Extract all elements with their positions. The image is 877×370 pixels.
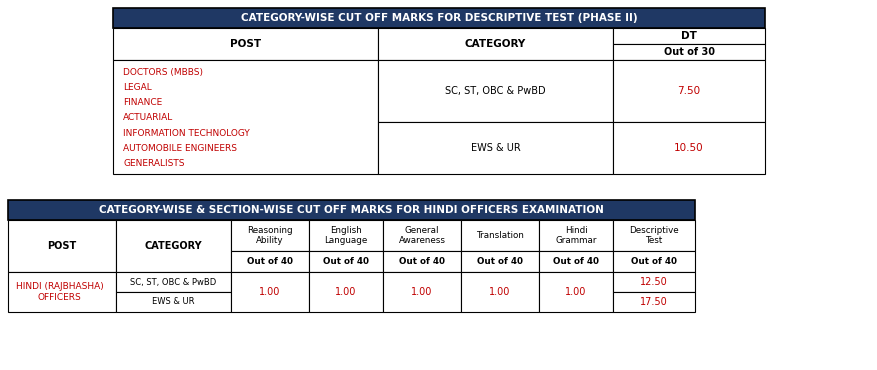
Text: 1.00: 1.00 bbox=[411, 287, 432, 297]
Text: Descriptive
Test: Descriptive Test bbox=[629, 226, 679, 245]
Bar bbox=[378, 28, 613, 60]
Text: CATEGORY-WISE & SECTION-WISE CUT OFF MARKS FOR HINDI OFFICERS EXAMINATION: CATEGORY-WISE & SECTION-WISE CUT OFF MAR… bbox=[99, 205, 604, 215]
Text: 10.50: 10.50 bbox=[674, 143, 704, 153]
Text: General
Awareness: General Awareness bbox=[398, 226, 446, 245]
Text: LEGAL: LEGAL bbox=[123, 83, 152, 92]
Text: GENERALISTS: GENERALISTS bbox=[123, 159, 184, 168]
Bar bbox=[613, 292, 695, 312]
Text: Out of 40: Out of 40 bbox=[323, 257, 369, 266]
Bar bbox=[113, 28, 378, 60]
Bar bbox=[113, 60, 378, 174]
Bar bbox=[378, 60, 613, 122]
Bar bbox=[383, 220, 461, 251]
Text: Out of 40: Out of 40 bbox=[631, 257, 677, 266]
Text: Reasoning
Ability: Reasoning Ability bbox=[247, 226, 293, 245]
Text: 1.00: 1.00 bbox=[260, 287, 281, 297]
Bar bbox=[383, 251, 461, 272]
Text: POST: POST bbox=[230, 39, 261, 49]
Text: 1.00: 1.00 bbox=[566, 287, 587, 297]
Bar bbox=[8, 200, 695, 220]
Text: Hindi
Grammar: Hindi Grammar bbox=[555, 226, 596, 245]
Text: 7.50: 7.50 bbox=[677, 86, 701, 96]
Text: Out of 30: Out of 30 bbox=[664, 47, 715, 57]
Bar bbox=[613, 44, 765, 60]
Text: INFORMATION TECHNOLOGY: INFORMATION TECHNOLOGY bbox=[123, 128, 250, 138]
Text: 1.00: 1.00 bbox=[335, 287, 357, 297]
Text: 12.50: 12.50 bbox=[640, 277, 668, 287]
Bar bbox=[461, 251, 539, 272]
Text: FINANCE: FINANCE bbox=[123, 98, 162, 107]
Bar bbox=[461, 272, 539, 312]
Text: Translation: Translation bbox=[476, 231, 524, 240]
Text: AUTOMOBILE ENGINEERS: AUTOMOBILE ENGINEERS bbox=[123, 144, 237, 153]
Text: CATEGORY: CATEGORY bbox=[465, 39, 526, 49]
Text: EWS & UR: EWS & UR bbox=[153, 297, 195, 306]
Text: CATEGORY: CATEGORY bbox=[145, 241, 203, 251]
Bar bbox=[116, 220, 231, 272]
Text: Out of 40: Out of 40 bbox=[247, 257, 293, 266]
Text: DT: DT bbox=[681, 31, 697, 41]
Bar bbox=[113, 8, 765, 28]
Bar bbox=[539, 220, 613, 251]
Text: Out of 40: Out of 40 bbox=[553, 257, 599, 266]
Text: ACTUARIAL: ACTUARIAL bbox=[123, 114, 174, 122]
Bar bbox=[116, 292, 231, 312]
Text: 1.00: 1.00 bbox=[489, 287, 510, 297]
Bar bbox=[383, 272, 461, 312]
Text: 17.50: 17.50 bbox=[640, 297, 668, 307]
Bar bbox=[613, 122, 765, 174]
Bar bbox=[8, 220, 116, 272]
Bar bbox=[231, 272, 309, 312]
Bar bbox=[231, 220, 309, 251]
Bar bbox=[231, 251, 309, 272]
Bar bbox=[539, 251, 613, 272]
Bar bbox=[613, 220, 695, 251]
Bar bbox=[613, 272, 695, 292]
Text: POST: POST bbox=[47, 241, 76, 251]
Text: SC, ST, OBC & PwBD: SC, ST, OBC & PwBD bbox=[131, 278, 217, 286]
Bar bbox=[461, 220, 539, 251]
Bar bbox=[309, 220, 383, 251]
Text: Out of 40: Out of 40 bbox=[399, 257, 445, 266]
Text: CATEGORY-WISE CUT OFF MARKS FOR DESCRIPTIVE TEST (PHASE II): CATEGORY-WISE CUT OFF MARKS FOR DESCRIPT… bbox=[240, 13, 638, 23]
Bar bbox=[613, 60, 765, 122]
Text: DOCTORS (MBBS): DOCTORS (MBBS) bbox=[123, 68, 203, 77]
Bar bbox=[378, 122, 613, 174]
Bar bbox=[613, 28, 765, 44]
Text: EWS & UR: EWS & UR bbox=[471, 143, 520, 153]
Bar bbox=[539, 272, 613, 312]
Bar bbox=[309, 251, 383, 272]
Bar bbox=[613, 251, 695, 272]
Text: English
Language: English Language bbox=[324, 226, 367, 245]
Text: Out of 40: Out of 40 bbox=[477, 257, 523, 266]
Bar bbox=[309, 272, 383, 312]
Text: HINDI (RAJBHASHA)
OFFICERS: HINDI (RAJBHASHA) OFFICERS bbox=[16, 282, 103, 302]
Text: SC, ST, OBC & PwBD: SC, ST, OBC & PwBD bbox=[446, 86, 545, 96]
Bar bbox=[8, 272, 116, 312]
Bar bbox=[116, 272, 231, 292]
